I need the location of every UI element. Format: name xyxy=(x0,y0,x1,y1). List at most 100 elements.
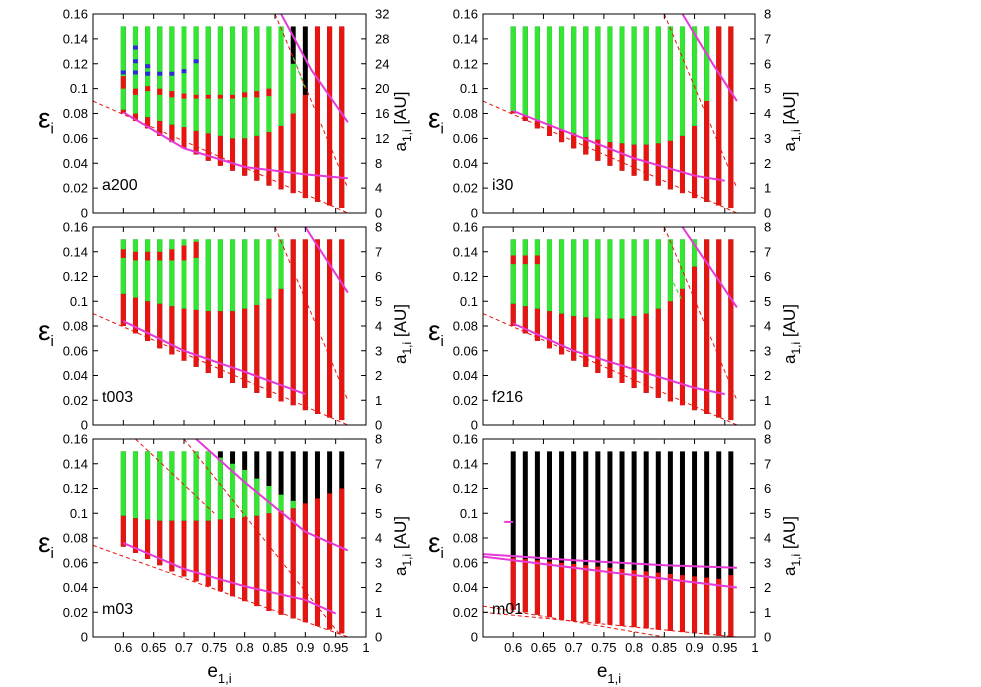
y-tick-label: 0.1 xyxy=(460,81,478,96)
red-island xyxy=(230,94,236,99)
red-island xyxy=(266,88,272,97)
red-column xyxy=(132,297,138,334)
y-tick-label: 0.12 xyxy=(63,481,88,496)
blue-point xyxy=(181,69,187,74)
plot-area xyxy=(93,227,349,425)
red-column xyxy=(327,239,333,418)
magenta-upper-line xyxy=(483,555,738,589)
red-island xyxy=(169,91,175,98)
red-column xyxy=(132,518,138,553)
green-column xyxy=(205,451,211,521)
x-tick-label: 0.65 xyxy=(141,640,166,655)
y2-axis-label: a1,i [AU] xyxy=(391,516,414,576)
y2-tick-label: 1 xyxy=(375,605,382,620)
blue-point xyxy=(157,71,163,76)
y-tick-label: 0.14 xyxy=(63,31,88,46)
magenta-upper-line xyxy=(304,227,349,294)
red-island xyxy=(120,76,126,89)
red-column xyxy=(169,306,175,355)
x-tick-label: 0.7 xyxy=(175,640,193,655)
red-column xyxy=(242,516,248,602)
magenta-upper-line xyxy=(681,14,738,102)
y2-tick-label: 8 xyxy=(764,7,771,22)
y2-tick-label: 2 xyxy=(764,156,771,171)
y2-tick-label: 5 xyxy=(764,294,771,309)
red-column xyxy=(679,575,685,633)
plot-area xyxy=(93,439,349,637)
y-tick-label: 0.08 xyxy=(63,531,88,546)
green-column xyxy=(230,26,236,139)
red-column xyxy=(266,132,272,186)
red-column xyxy=(145,519,151,560)
red-island xyxy=(169,249,175,261)
red-column xyxy=(132,113,138,121)
x-tick-label: 0.85 xyxy=(652,640,677,655)
y-tick-label: 0.12 xyxy=(453,56,478,71)
red-column xyxy=(510,557,516,610)
green-column xyxy=(120,26,126,110)
y2-tick-label: 0 xyxy=(375,206,382,221)
green-column xyxy=(679,239,685,289)
y2-tick-label: 4 xyxy=(764,319,771,334)
y-tick-label: 0 xyxy=(471,418,478,433)
magenta-lower-line xyxy=(122,111,348,180)
y-axis-label: εi xyxy=(38,103,54,138)
x-tick-label: 0.95 xyxy=(712,640,737,655)
green-column xyxy=(619,26,625,144)
y2-tick-label: 24 xyxy=(375,56,389,71)
y-tick-label: 0.08 xyxy=(453,531,478,546)
y2-tick-label: 3 xyxy=(764,343,771,358)
green-column xyxy=(692,239,698,267)
panel-label: m01 xyxy=(492,601,523,618)
red-column xyxy=(205,133,211,161)
red-island xyxy=(181,93,187,99)
red-column xyxy=(667,301,673,402)
y-tick-label: 0.16 xyxy=(453,432,478,447)
green-column xyxy=(242,239,248,309)
x-tick-label: 0.6 xyxy=(504,640,522,655)
panel-a200: 0 0.02 0.04 0.06 0.08 0.1 0.12 0.14 0.16 0 4 8 12 16 2… xyxy=(38,7,414,221)
y2-tick-label: 3 xyxy=(375,555,382,570)
red-column xyxy=(522,559,528,613)
red-column xyxy=(716,578,722,636)
y2-tick-label: 8 xyxy=(375,220,382,235)
red-island xyxy=(145,86,151,92)
red-island xyxy=(132,88,138,95)
y2-tick-label: 28 xyxy=(375,31,389,46)
red-column xyxy=(242,138,248,176)
y-tick-label: 0.1 xyxy=(70,81,88,96)
y-axis-label: εi xyxy=(38,315,54,350)
magenta-lower-line xyxy=(512,110,725,182)
y-tick-label: 0.04 xyxy=(63,580,88,595)
green-column xyxy=(242,469,248,517)
y-tick-label: 0.16 xyxy=(453,7,478,22)
blue-point xyxy=(120,70,126,75)
x-axis-label: e1,i xyxy=(207,661,231,686)
red-column xyxy=(510,303,516,326)
red-column xyxy=(728,575,734,637)
x-tick-label: 0.95 xyxy=(323,640,348,655)
green-column xyxy=(583,239,589,318)
black-column xyxy=(559,451,565,620)
red-column xyxy=(607,142,613,166)
green-column xyxy=(510,26,516,112)
y2-tick-label: 7 xyxy=(375,244,382,259)
green-column xyxy=(169,451,175,521)
red-column xyxy=(314,26,320,202)
red-island xyxy=(181,245,187,261)
red-column xyxy=(157,120,163,136)
red-column xyxy=(704,101,710,202)
panel-f216: 0 0.02 0.04 0.06 0.08 0.1 0.12 0.14 0.16 0 1 2 3 4 5 6 7… xyxy=(428,220,803,433)
green-column xyxy=(181,26,187,128)
blue-point xyxy=(145,71,151,76)
black-column xyxy=(510,451,516,610)
green-column xyxy=(120,451,126,516)
y2-tick-label: 0 xyxy=(764,418,771,433)
green-column xyxy=(643,26,649,145)
red-column xyxy=(242,308,248,388)
green-column xyxy=(571,239,577,317)
green-column xyxy=(217,457,223,520)
red-column xyxy=(205,311,211,374)
y2-tick-label: 20 xyxy=(375,81,389,96)
